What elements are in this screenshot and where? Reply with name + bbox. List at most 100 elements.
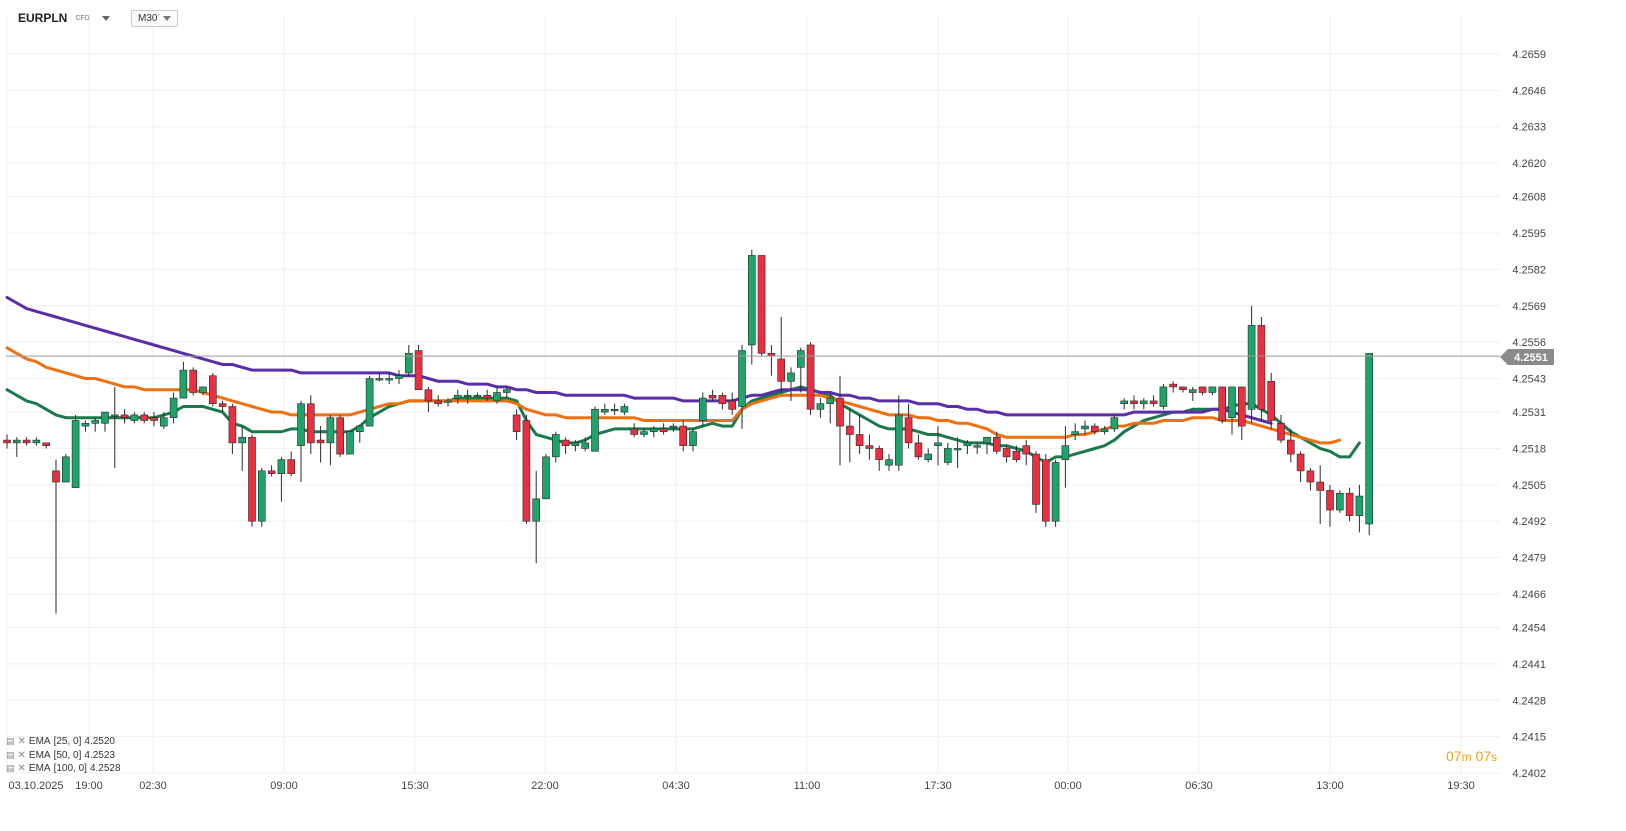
candle-body-up bbox=[238, 436, 246, 444]
candle-body-up bbox=[953, 448, 962, 451]
candle-body-down bbox=[1169, 383, 1177, 388]
candle-body-down bbox=[209, 375, 217, 405]
x-tick-label: 17:30 bbox=[924, 780, 952, 792]
y-tick-label: 4.2633 bbox=[1512, 122, 1546, 134]
indicator-value: 4.2520 bbox=[84, 736, 115, 747]
candle bbox=[973, 442, 982, 455]
candle-body-up bbox=[297, 403, 305, 446]
candle-body-down bbox=[777, 358, 786, 382]
candle bbox=[816, 398, 825, 418]
candle-body-down bbox=[1149, 400, 1158, 405]
candle bbox=[257, 468, 266, 527]
settings-icon[interactable]: ▤ bbox=[6, 736, 15, 746]
y-tick-label: 4.2428 bbox=[1512, 695, 1546, 707]
candle bbox=[395, 370, 403, 385]
candle-body-up bbox=[101, 411, 109, 424]
settings-icon[interactable]: ▤ bbox=[6, 763, 15, 773]
candle-body-down bbox=[718, 395, 727, 405]
candle-body-up bbox=[81, 422, 90, 427]
candle bbox=[267, 465, 276, 477]
candle bbox=[169, 392, 178, 424]
y-tick-label: 4.2441 bbox=[1512, 659, 1546, 671]
candle-body-up bbox=[355, 425, 364, 432]
chevron-down-icon[interactable] bbox=[101, 15, 110, 21]
indicator-name: EMA bbox=[28, 736, 51, 747]
candle-body-down bbox=[306, 403, 315, 444]
candle bbox=[914, 434, 923, 460]
indicator-row-ema100: ▤ ✕ EMA [100, 0] 4.2528 bbox=[6, 762, 121, 776]
candle bbox=[71, 414, 80, 488]
close-icon[interactable]: ✕ bbox=[17, 749, 26, 761]
indicator-value: 4.2523 bbox=[84, 749, 115, 761]
candle bbox=[1355, 484, 1364, 533]
candle bbox=[522, 414, 531, 525]
candle-body-up bbox=[571, 442, 580, 446]
indicator-params: [100, 0] bbox=[53, 763, 87, 774]
candle bbox=[777, 316, 786, 393]
candle bbox=[620, 403, 629, 415]
candle-body-up bbox=[973, 445, 982, 448]
candle-body-up bbox=[894, 414, 903, 466]
candle-body-up bbox=[199, 386, 207, 393]
timeframe-label: M30 bbox=[138, 13, 158, 24]
candle bbox=[453, 389, 462, 404]
y-tick-label: 4.2402 bbox=[1512, 768, 1546, 780]
candle-body-up bbox=[591, 409, 599, 452]
symbol-selector[interactable]: EURPLN CFD bbox=[18, 8, 110, 28]
candle bbox=[787, 367, 795, 401]
candle-body-up bbox=[404, 353, 413, 374]
candle bbox=[640, 428, 648, 438]
x-tick-label: 11:00 bbox=[794, 780, 821, 792]
time-axis[interactable]: 03.10.2025 19:00 02:30 09:00 15:30 22:00 04:30… bbox=[8, 780, 1474, 792]
candle-body-up bbox=[1208, 386, 1217, 393]
x-tick-label: 19:00 bbox=[75, 780, 103, 792]
candle bbox=[934, 426, 942, 466]
candle-body-up bbox=[551, 434, 560, 458]
x-tick-label: 00:00 bbox=[1054, 780, 1082, 792]
candle-body-down bbox=[914, 442, 923, 458]
candle bbox=[1228, 386, 1236, 435]
current-price-value: 4.2551 bbox=[1514, 352, 1548, 364]
candle-body-down bbox=[434, 400, 443, 405]
timeframe-selector[interactable]: M30 bbox=[131, 10, 179, 27]
candle bbox=[924, 448, 933, 463]
candle-body-up bbox=[169, 397, 178, 418]
candle bbox=[1100, 426, 1109, 435]
candle-body-up bbox=[1355, 495, 1364, 516]
candle-body-up bbox=[160, 417, 168, 427]
x-tick-label: 19:30 bbox=[1447, 780, 1475, 792]
candle-body-down bbox=[992, 436, 1001, 452]
candle bbox=[1169, 381, 1177, 393]
price-axis[interactable]: 4.2659 4.2646 4.2633 4.2620 4.2608 4.2595 4.25… bbox=[1512, 49, 1546, 780]
y-tick-label: 4.2518 bbox=[1512, 443, 1546, 455]
candle bbox=[1051, 459, 1060, 527]
candle bbox=[1336, 490, 1344, 513]
candle bbox=[571, 440, 580, 452]
candle bbox=[561, 437, 570, 455]
candle bbox=[32, 437, 41, 446]
candle bbox=[375, 372, 384, 382]
candle-body-down bbox=[1012, 450, 1021, 460]
candle-body-up bbox=[375, 378, 384, 381]
countdown-minutes: 07 bbox=[1446, 748, 1462, 764]
candle-body-up bbox=[365, 378, 374, 427]
candle bbox=[983, 436, 991, 455]
close-icon[interactable]: ✕ bbox=[17, 763, 26, 774]
candle bbox=[444, 398, 452, 407]
close-icon[interactable]: ✕ bbox=[17, 736, 26, 747]
candle-body-up bbox=[1110, 417, 1119, 430]
candle-body-up bbox=[257, 470, 266, 522]
candle bbox=[875, 445, 884, 471]
indicator-row-ema25: ▤ ✕ EMA [25, 0] 4.2520 bbox=[6, 735, 121, 749]
candle bbox=[91, 417, 99, 432]
candle bbox=[120, 409, 129, 424]
chevron-down-icon[interactable] bbox=[163, 16, 172, 21]
candle-body-up bbox=[816, 403, 825, 410]
candle bbox=[1022, 440, 1031, 466]
settings-icon[interactable]: ▤ bbox=[6, 749, 15, 760]
candle bbox=[52, 459, 60, 614]
candle bbox=[542, 454, 550, 500]
candle-body-down bbox=[1198, 386, 1207, 393]
candle-body-down bbox=[865, 445, 874, 449]
